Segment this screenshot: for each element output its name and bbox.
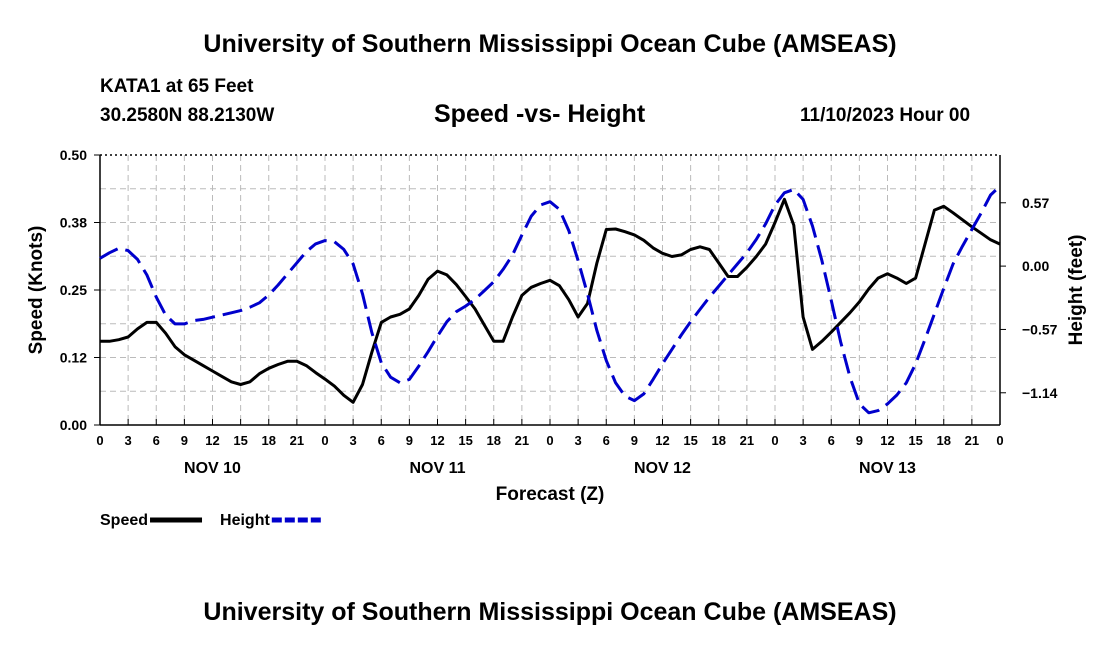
chart-subtitle: Speed -vs- Height	[434, 100, 646, 128]
x-tick-label: 6	[603, 433, 610, 448]
x-tick-label: 18	[712, 433, 726, 448]
x-tick-label: 9	[631, 433, 638, 448]
day-label: NOV 12	[634, 460, 691, 477]
day-label: NOV 13	[859, 460, 916, 477]
station-coordinates: 30.2580N 88.2130W	[100, 105, 275, 126]
main-title: University of Southern Mississippi Ocean…	[203, 30, 897, 58]
y-right-axis-title: Height (feet)	[1066, 235, 1087, 346]
forecast-datetime: 11/10/2023 Hour 00	[800, 105, 971, 126]
footer-title: University of Southern Mississippi Ocean…	[203, 598, 897, 626]
x-tick-label: 12	[430, 433, 444, 448]
x-tick-label: 18	[937, 433, 951, 448]
x-tick-label: 9	[856, 433, 863, 448]
x-tick-label: 0	[321, 433, 328, 448]
x-tick-label: 18	[487, 433, 501, 448]
y-left-tick-label: 0.38	[60, 215, 87, 231]
x-tick-label: 3	[350, 433, 357, 448]
x-tick-label: 21	[515, 433, 529, 448]
x-tick-label: 12	[655, 433, 669, 448]
x-axis-title: Forecast (Z)	[496, 484, 605, 505]
x-tick-label: 0	[996, 433, 1003, 448]
x-tick-label: 15	[908, 433, 922, 448]
x-tick-label: 6	[828, 433, 835, 448]
x-tick-label: 15	[683, 433, 697, 448]
x-tick-label: 0	[546, 433, 553, 448]
y-left-tick-label: 0.50	[60, 147, 87, 163]
x-tick-label: 3	[575, 433, 582, 448]
x-tick-label: 18	[262, 433, 276, 448]
x-tick-label: 21	[740, 433, 754, 448]
day-label: NOV 10	[184, 460, 241, 477]
x-tick-label: 0	[96, 433, 103, 448]
grid	[100, 155, 1000, 425]
x-tick-label: 12	[205, 433, 219, 448]
x-tick-label: 21	[965, 433, 979, 448]
speed-legend-label: Speed	[100, 512, 148, 529]
y-right-tick-label: −1.14	[1022, 385, 1058, 401]
x-tick-label: 6	[153, 433, 160, 448]
height-legend-label: Height	[220, 512, 270, 529]
station-label: KATA1 at 65 Feet	[100, 76, 254, 97]
y-right-tick-label: 0.57	[1022, 195, 1049, 211]
y-left-tick-label: 0.00	[60, 417, 87, 433]
x-tick-label: 3	[800, 433, 807, 448]
y-left-tick-label: 0.25	[60, 282, 87, 298]
x-tick-label: 0	[771, 433, 778, 448]
y-right-tick-label: 0.00	[1022, 258, 1049, 274]
x-tick-label: 15	[233, 433, 247, 448]
day-label: NOV 11	[409, 460, 465, 477]
x-tick-label: 15	[458, 433, 472, 448]
y-right-tick-label: −0.57	[1022, 321, 1058, 337]
x-tick-label: 12	[880, 433, 894, 448]
x-tick-label: 6	[378, 433, 385, 448]
speed-series-line	[100, 197, 1001, 404]
y-left-axis-title: Speed (Knots)	[26, 226, 47, 355]
height-series-line	[99, 185, 1002, 415]
x-tick-label: 21	[290, 433, 304, 448]
x-tick-label: 3	[125, 433, 132, 448]
y-left-tick-label: 0.12	[60, 350, 87, 366]
x-tick-label: 9	[406, 433, 413, 448]
x-tick-label: 9	[181, 433, 188, 448]
